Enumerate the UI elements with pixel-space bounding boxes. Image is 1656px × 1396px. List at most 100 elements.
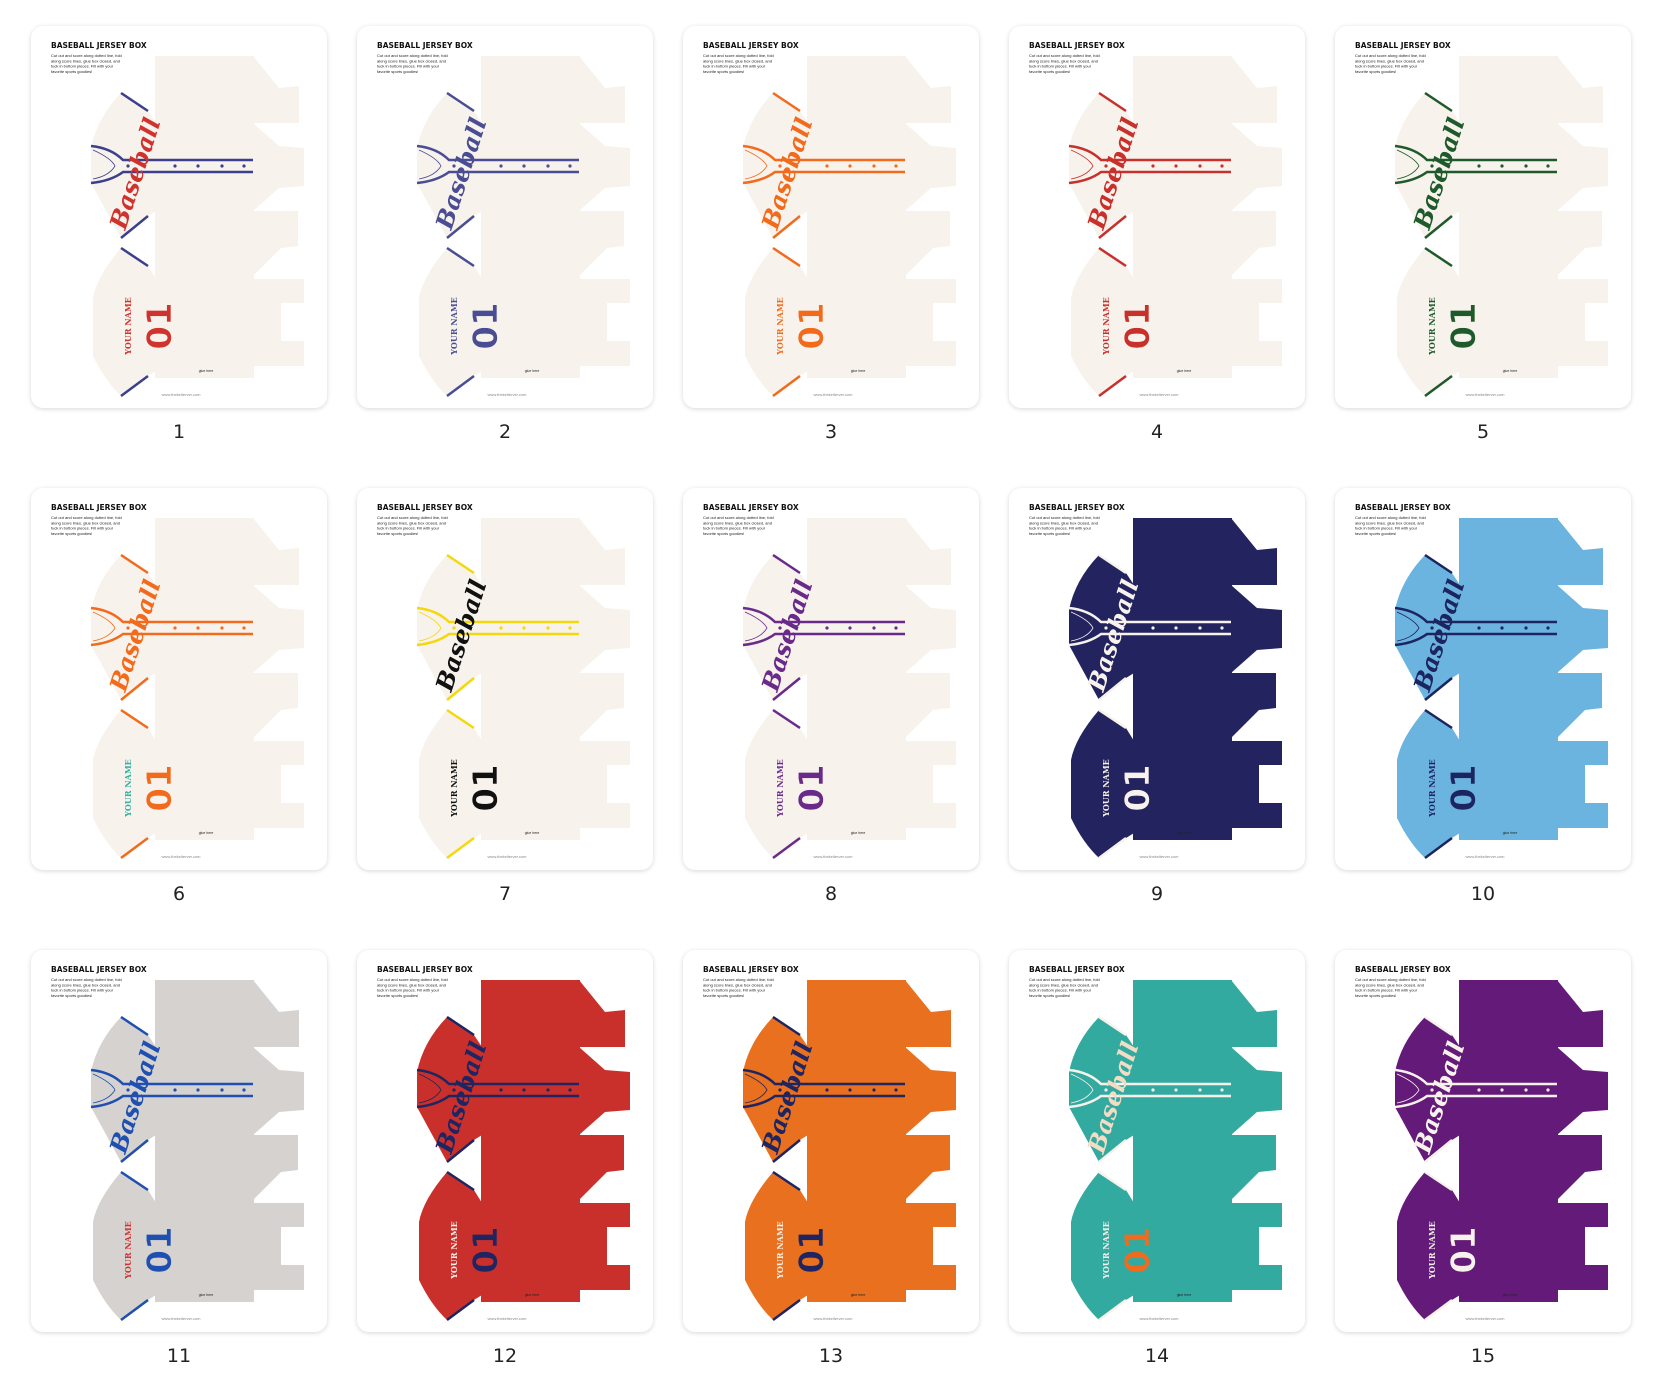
website-text: www.thekelterver.com: [1466, 392, 1506, 397]
buttons: [778, 164, 898, 168]
jersey-number: 01: [1444, 1226, 1484, 1273]
website-text: www.thekelterver.com: [814, 854, 854, 859]
trim-stripes: [742, 1015, 905, 1322]
jersey-box-thumbnail[interactable]: BASEBALL JERSEY BOX Cut out and score al…: [1335, 26, 1631, 408]
design-option[interactable]: BASEBALL JERSEY BOX Cut out and score al…: [357, 488, 653, 905]
jersey-box-thumbnail[interactable]: BASEBALL JERSEY BOX Cut out and score al…: [1009, 950, 1305, 1332]
website-text: www.thekelterver.com: [488, 392, 528, 397]
instruction-line: tuck in bottom pieces. Fill with your: [377, 988, 440, 993]
jersey-box-thumbnail[interactable]: BASEBALL JERSEY BOX Cut out and score al…: [1335, 950, 1631, 1332]
website-text: www.thekelterver.com: [162, 392, 202, 397]
website-text: www.thekelterver.com: [814, 392, 854, 397]
design-option[interactable]: BASEBALL JERSEY BOX Cut out and score al…: [1335, 26, 1631, 443]
buttons: [126, 626, 246, 630]
jersey-box-thumbnail[interactable]: BASEBALL JERSEY BOX Cut out and score al…: [357, 950, 653, 1332]
design-number: 15: [1470, 1345, 1496, 1367]
player-name: YOUR NAME: [1427, 297, 1437, 356]
jersey-box-thumbnail[interactable]: BASEBALL JERSEY BOX Cut out and score al…: [1009, 26, 1305, 408]
template-title: BASEBALL JERSEY BOX: [703, 41, 799, 50]
design-option[interactable]: BASEBALL JERSEY BOX Cut out and score al…: [357, 950, 653, 1367]
jersey-shape: [417, 518, 630, 858]
instruction-line: along score lines, glue box closed, and: [377, 58, 446, 63]
buttons: [1104, 164, 1224, 168]
jersey-shape: [91, 518, 304, 858]
design-number: 10: [1470, 883, 1496, 905]
design-option[interactable]: BASEBALL JERSEY BOX Cut out and score al…: [683, 26, 979, 443]
instruction-line: Cut out and score along dotted line, fol…: [377, 977, 448, 982]
design-option[interactable]: BASEBALL JERSEY BOX Cut out and score al…: [31, 488, 327, 905]
website-text: www.thekelterver.com: [488, 854, 528, 859]
trim-stripes: [90, 91, 253, 398]
jersey-box-template: BASEBALL JERSEY BOX Cut out and score al…: [51, 965, 304, 1322]
jersey-number: 01: [1118, 1226, 1158, 1273]
player-name: YOUR NAME: [1101, 297, 1111, 356]
jersey-box-thumbnail[interactable]: BASEBALL JERSEY BOX Cut out and score al…: [31, 488, 327, 870]
jersey-box-thumbnail[interactable]: BASEBALL JERSEY BOX Cut out and score al…: [357, 488, 653, 870]
instruction-line: along score lines, glue box closed, and: [703, 58, 772, 63]
trim-stripes: [742, 553, 905, 860]
player-name: YOUR NAME: [1427, 1221, 1437, 1280]
template-title: BASEBALL JERSEY BOX: [377, 41, 473, 50]
instruction-line: tuck in bottom pieces. Fill with your: [377, 64, 440, 69]
glue-label: glue here: [1177, 1293, 1192, 1297]
instruction-line: tuck in bottom pieces. Fill with your: [1355, 64, 1418, 69]
jersey-box-template: BASEBALL JERSEY BOX Cut out and score al…: [703, 41, 956, 398]
design-option[interactable]: BASEBALL JERSEY BOX Cut out and score al…: [1335, 950, 1631, 1367]
glue-label: glue here: [1503, 831, 1518, 835]
design-option[interactable]: BASEBALL JERSEY BOX Cut out and score al…: [357, 26, 653, 443]
jersey-number: 01: [792, 764, 832, 811]
design-option[interactable]: BASEBALL JERSEY BOX Cut out and score al…: [683, 488, 979, 905]
buttons: [778, 626, 898, 630]
trim-stripes: [1394, 1015, 1557, 1322]
jersey-number: 01: [1118, 302, 1158, 349]
design-number: 5: [1476, 421, 1490, 443]
trim-stripes: [1068, 91, 1231, 398]
design-number: 7: [498, 883, 512, 905]
jersey-box-thumbnail[interactable]: BASEBALL JERSEY BOX Cut out and score al…: [683, 26, 979, 408]
design-option[interactable]: BASEBALL JERSEY BOX Cut out and score al…: [31, 26, 327, 443]
glue-label: glue here: [199, 369, 214, 373]
design-option[interactable]: BASEBALL JERSEY BOX Cut out and score al…: [1009, 950, 1305, 1367]
jersey-shape: [91, 980, 304, 1320]
design-option[interactable]: BASEBALL JERSEY BOX Cut out and score al…: [683, 950, 979, 1367]
design-option[interactable]: BASEBALL JERSEY BOX Cut out and score al…: [1335, 488, 1631, 905]
buttons: [126, 164, 246, 168]
jersey-shape: [91, 56, 304, 396]
jersey-number: 01: [140, 1226, 180, 1273]
design-option[interactable]: BASEBALL JERSEY BOX Cut out and score al…: [1009, 488, 1305, 905]
design-number: 11: [166, 1345, 192, 1367]
player-name: YOUR NAME: [775, 297, 785, 356]
template-title: BASEBALL JERSEY BOX: [1355, 503, 1451, 512]
instruction-line: along score lines, glue box closed, and: [51, 982, 120, 987]
jersey-shape: [743, 980, 956, 1320]
instruction-line: along score lines, glue box closed, and: [703, 520, 772, 525]
jersey-box-thumbnail[interactable]: BASEBALL JERSEY BOX Cut out and score al…: [31, 26, 327, 408]
glue-label: glue here: [1177, 369, 1192, 373]
jersey-box-thumbnail[interactable]: BASEBALL JERSEY BOX Cut out and score al…: [683, 488, 979, 870]
jersey-box-thumbnail[interactable]: BASEBALL JERSEY BOX Cut out and score al…: [31, 950, 327, 1332]
instruction-line: favorite sports goodies!: [51, 993, 92, 998]
instruction-line: Cut out and score along dotted line, fol…: [1355, 515, 1426, 520]
jersey-box-template: BASEBALL JERSEY BOX Cut out and score al…: [377, 41, 630, 398]
instruction-line: tuck in bottom pieces. Fill with your: [1355, 526, 1418, 531]
jersey-shape: [1395, 980, 1608, 1320]
instruction-line: tuck in bottom pieces. Fill with your: [1029, 526, 1092, 531]
jersey-box-thumbnail[interactable]: BASEBALL JERSEY BOX Cut out and score al…: [1335, 488, 1631, 870]
design-option[interactable]: BASEBALL JERSEY BOX Cut out and score al…: [31, 950, 327, 1367]
jersey-shape: [743, 56, 956, 396]
design-number: 9: [1150, 883, 1164, 905]
design-option[interactable]: BASEBALL JERSEY BOX Cut out and score al…: [1009, 26, 1305, 443]
jersey-box-thumbnail[interactable]: BASEBALL JERSEY BOX Cut out and score al…: [1009, 488, 1305, 870]
instruction-line: Cut out and score along dotted line, fol…: [51, 53, 122, 58]
jersey-box-thumbnail[interactable]: BASEBALL JERSEY BOX Cut out and score al…: [683, 950, 979, 1332]
template-title: BASEBALL JERSEY BOX: [51, 503, 147, 512]
instruction-line: along score lines, glue box closed, and: [1029, 982, 1098, 987]
instruction-line: Cut out and score along dotted line, fol…: [1029, 515, 1100, 520]
glue-label: glue here: [199, 831, 214, 835]
template-title: BASEBALL JERSEY BOX: [377, 503, 473, 512]
website-text: www.thekelterver.com: [1140, 392, 1180, 397]
jersey-box-template: BASEBALL JERSEY BOX Cut out and score al…: [1029, 503, 1282, 860]
trim-stripes: [90, 1015, 253, 1322]
instruction-line: favorite sports goodies!: [51, 531, 92, 536]
jersey-box-thumbnail[interactable]: BASEBALL JERSEY BOX Cut out and score al…: [357, 26, 653, 408]
